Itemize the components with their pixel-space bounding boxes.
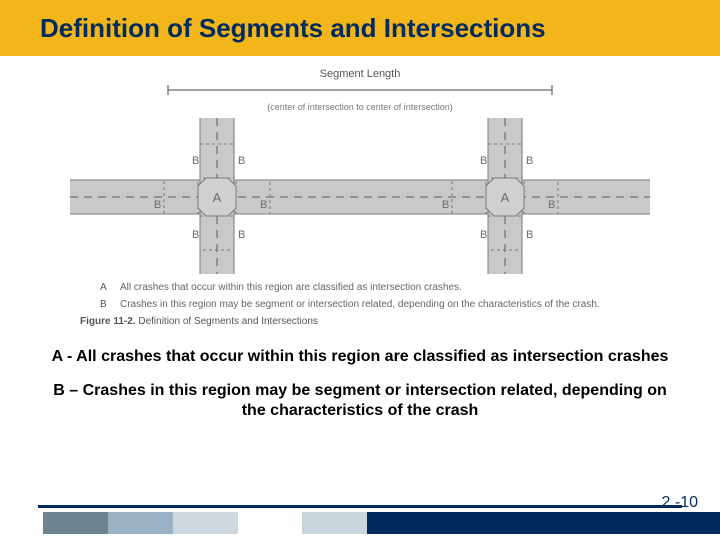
page-title: Definition of Segments and Intersections: [40, 13, 546, 44]
label-A-left: A: [213, 190, 222, 205]
footer-bars: [0, 512, 720, 534]
body-text-A: A - All crashes that occur within this r…: [50, 347, 670, 367]
label-B: B: [192, 155, 199, 167]
bracket-icon: [166, 85, 554, 95]
label-B: B: [548, 199, 555, 211]
def-text-B: Crashes in this region may be segment or…: [120, 299, 600, 310]
label-B: B: [192, 229, 199, 241]
footer-bar: [108, 512, 173, 534]
footer-bar: [367, 512, 720, 534]
label-B: B: [154, 199, 161, 211]
footer-rule: [38, 505, 682, 508]
segment-sublabel: (center of intersection to center of int…: [166, 102, 554, 112]
footer-bar: [43, 512, 108, 534]
figure-definitions: A All crashes that occur within this reg…: [70, 282, 650, 310]
footer-bar: [173, 512, 238, 534]
body-text-B: B – Crashes in this region may be segmen…: [50, 381, 670, 421]
footer-bar: [238, 512, 303, 534]
def-label-A: A: [100, 282, 120, 293]
label-B: B: [238, 229, 245, 241]
label-B: B: [526, 229, 533, 241]
label-B: B: [442, 199, 449, 211]
label-B: B: [526, 155, 533, 167]
label-B: B: [260, 199, 267, 211]
segment-length-label: Segment Length: [166, 68, 554, 80]
figure-caption: Figure 11-2. Definition of Segments and …: [70, 316, 650, 327]
footer-bar: [302, 512, 367, 534]
road-diagram: A A B B B B B B B B B B B B: [70, 114, 650, 274]
label-B: B: [480, 155, 487, 167]
segment-bracket: Segment Length (center of intersection t…: [166, 68, 554, 112]
figure-container: Segment Length (center of intersection t…: [70, 68, 650, 327]
title-bar: Definition of Segments and Intersections: [0, 0, 720, 56]
def-text-A: All crashes that occur within this regio…: [120, 282, 462, 293]
label-A-right: A: [501, 190, 510, 205]
footer-bar: [0, 512, 43, 534]
label-B: B: [238, 155, 245, 167]
def-label-B: B: [100, 299, 120, 310]
label-B: B: [480, 229, 487, 241]
footer: [0, 505, 720, 534]
